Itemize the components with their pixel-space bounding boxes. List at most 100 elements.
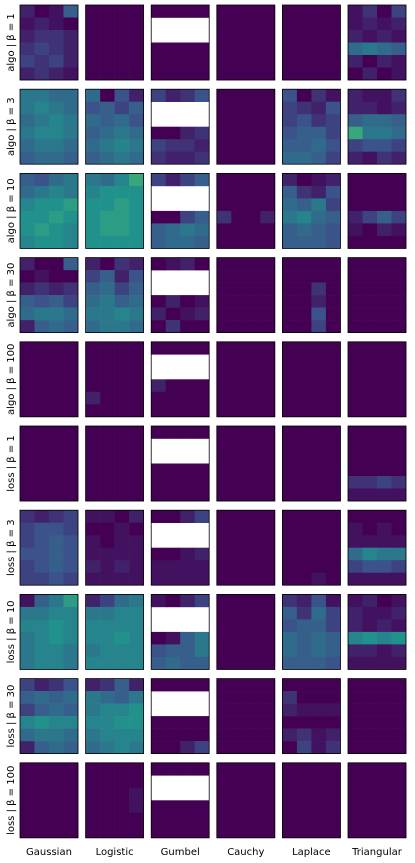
heatmap-panel xyxy=(19,762,79,839)
heatmap-cell xyxy=(194,89,210,102)
heatmap-cell xyxy=(348,488,363,502)
heatmap-cell xyxy=(377,451,392,464)
heatmap-cell xyxy=(63,691,79,704)
heatmap-cell xyxy=(151,560,166,573)
heatmap-cell xyxy=(85,30,101,43)
heatmap-panel xyxy=(85,172,144,249)
heatmap-cell xyxy=(20,17,35,31)
heatmap-cell xyxy=(296,17,312,31)
heatmap-cell xyxy=(85,560,101,573)
heatmap-cell xyxy=(377,775,392,789)
heatmap-cell xyxy=(282,67,298,81)
heatmap-cell xyxy=(151,572,166,586)
heatmap-cell xyxy=(377,656,392,670)
heatmap-cell xyxy=(114,800,130,814)
heatmap-cell xyxy=(391,741,407,754)
heatmap-cell xyxy=(377,55,392,68)
heatmap-cell xyxy=(194,5,210,18)
heatmap-cell xyxy=(63,185,79,199)
heatmap-cell xyxy=(391,812,407,826)
heatmap-cell xyxy=(245,451,261,464)
heatmap-cell xyxy=(20,594,35,608)
heatmap-cell xyxy=(216,438,232,452)
heatmap-cell xyxy=(85,139,101,152)
heatmap-cell xyxy=(311,307,327,321)
panel-border xyxy=(19,172,79,249)
heatmap-cell xyxy=(282,198,298,212)
heatmap-cell xyxy=(165,741,181,754)
heatmap-cell xyxy=(20,67,35,81)
heatmap-cell xyxy=(260,55,276,68)
heatmap-cell xyxy=(260,366,276,380)
heatmap-cell xyxy=(362,606,378,620)
heatmap-cell xyxy=(377,572,392,586)
heatmap-cell xyxy=(34,366,50,380)
heatmap-cell xyxy=(100,426,115,439)
heatmap-cell xyxy=(311,379,327,393)
heatmap-cell xyxy=(20,656,35,670)
heatmap-cell xyxy=(63,451,79,464)
heatmap-cell xyxy=(282,594,298,608)
heatmap-cell xyxy=(34,476,50,489)
heatmap-cell xyxy=(325,535,341,548)
heatmap-cell xyxy=(245,631,261,645)
heatmap-cell xyxy=(325,101,341,115)
heatmap-cell xyxy=(34,762,50,776)
heatmap-cell xyxy=(325,703,341,717)
heatmap-cell xyxy=(296,560,312,573)
heatmap-cell xyxy=(231,606,247,620)
heatmap-cell xyxy=(245,257,261,271)
heatmap-cell xyxy=(377,42,392,56)
heatmap-cell xyxy=(34,114,50,127)
heatmap-cell xyxy=(34,30,50,43)
heatmap-cell xyxy=(194,126,210,140)
heatmap-cell xyxy=(245,235,261,249)
heatmap-cell xyxy=(311,210,327,224)
heatmap-cell xyxy=(20,510,35,523)
heatmap-cell xyxy=(194,320,210,333)
heatmap-cell xyxy=(129,510,144,523)
heatmap-cell xyxy=(391,656,407,670)
heatmap-cell xyxy=(362,5,378,18)
heatmap-cell xyxy=(85,606,101,620)
heatmap-cell xyxy=(231,185,247,199)
heatmap-cell xyxy=(100,210,115,224)
heatmap-cell xyxy=(49,656,64,670)
heatmap-cell xyxy=(85,307,101,321)
heatmap-cell xyxy=(325,198,341,212)
heatmap-cell xyxy=(100,522,115,536)
heatmap-cell xyxy=(100,198,115,212)
heatmap-cell xyxy=(216,295,232,308)
heatmap-cell xyxy=(216,42,232,56)
heatmap-cell xyxy=(20,185,35,199)
heatmap-cell xyxy=(180,825,195,839)
heatmap-cell xyxy=(165,678,181,692)
panel-border xyxy=(216,341,276,418)
heatmap-cell xyxy=(231,678,247,692)
heatmap-cell xyxy=(34,295,50,308)
heatmap-cell xyxy=(348,741,363,754)
heatmap-cell xyxy=(325,366,341,380)
heatmap-panel xyxy=(85,594,144,670)
heatmap-cell xyxy=(231,691,247,704)
heatmap-cell xyxy=(348,825,363,839)
heatmap-panel xyxy=(216,88,276,165)
heatmap-cell xyxy=(296,762,312,776)
heatmap-cell xyxy=(129,522,144,536)
heatmap-cell xyxy=(282,560,298,573)
heatmap-cell xyxy=(377,114,392,127)
heatmap-cell xyxy=(20,198,35,212)
heatmap-cell xyxy=(282,678,298,692)
heatmap-cell xyxy=(114,488,130,502)
heatmap-cell xyxy=(348,307,363,321)
heatmap-cell xyxy=(63,812,79,826)
heatmap-cell xyxy=(377,307,392,321)
heatmap-cell xyxy=(114,151,130,165)
heatmap-cell xyxy=(231,775,247,789)
heatmap-cell xyxy=(231,30,247,43)
heatmap-cell xyxy=(85,404,101,418)
heatmap-cell xyxy=(85,17,101,31)
heatmap-cell xyxy=(114,379,130,393)
heatmap-cell xyxy=(311,282,327,296)
heatmap-cell xyxy=(348,282,363,296)
